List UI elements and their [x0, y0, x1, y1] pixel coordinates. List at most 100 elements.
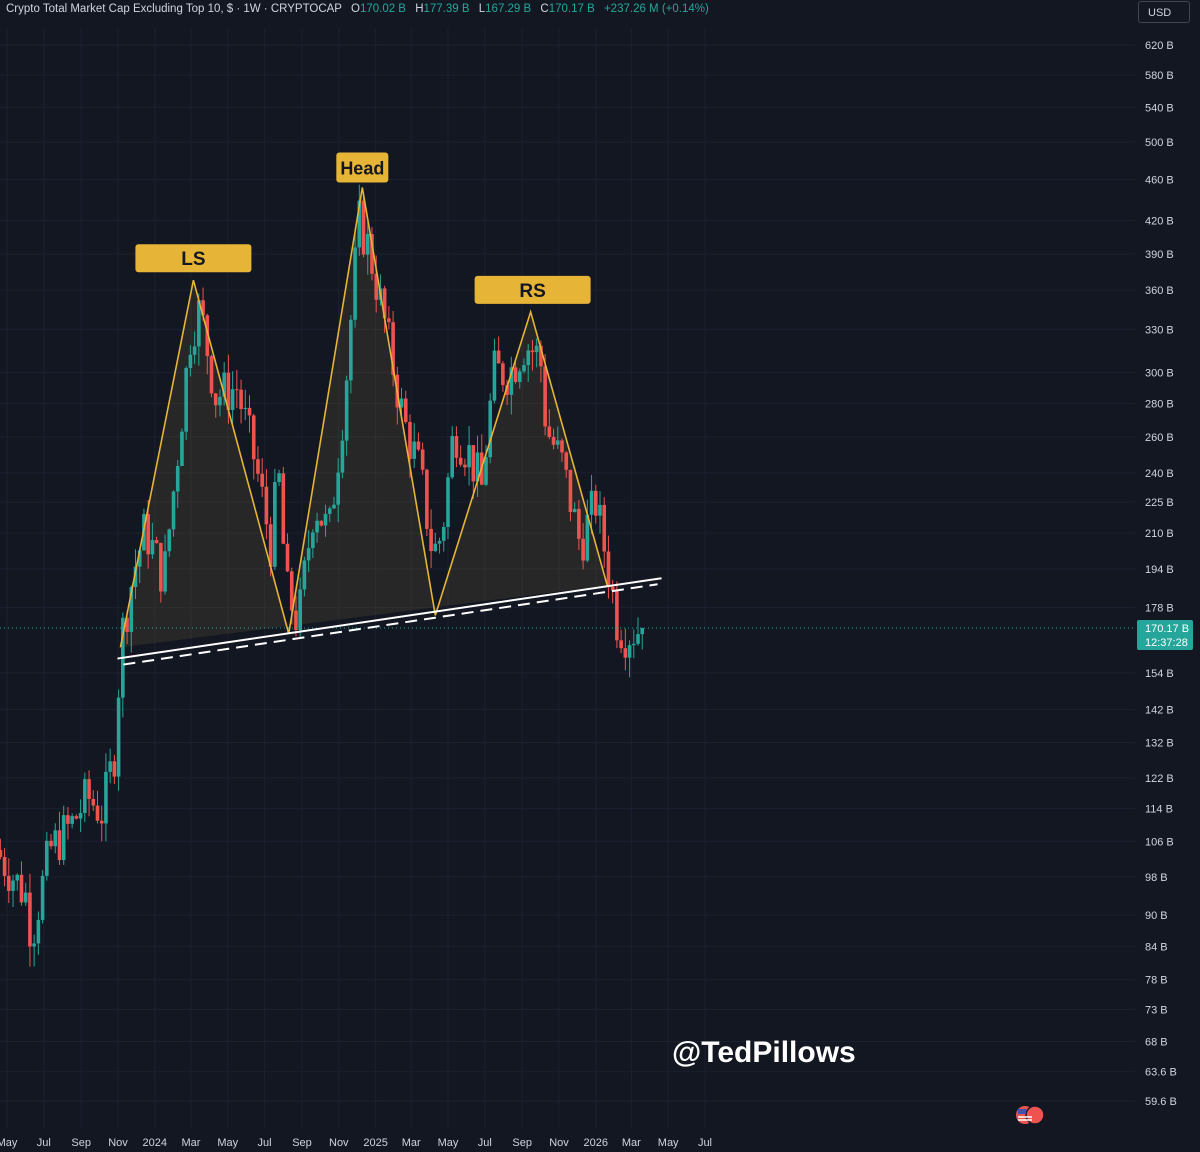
candle-body	[501, 363, 505, 386]
price-tick: 154 B	[1145, 668, 1174, 680]
candle-body	[302, 560, 307, 590]
time-tick: Mar	[182, 1137, 201, 1149]
candle-body	[36, 919, 41, 944]
candle-body	[87, 779, 91, 799]
candle-body	[32, 943, 36, 947]
candle-body	[315, 520, 319, 533]
candle-body	[19, 874, 24, 903]
symbol-title[interactable]: Crypto Total Market Cap Excluding Top 10…	[6, 3, 342, 15]
time-axis[interactable]: May Jul Sep Nov 2024 Mar May Jul Sep Nov 2025 Mar Ma…	[0, 1137, 712, 1149]
candle-body	[505, 385, 509, 395]
candle-body	[226, 372, 231, 410]
price-tick: 225 B	[1145, 497, 1174, 509]
candle-body	[7, 875, 11, 891]
high-key: H	[415, 3, 424, 15]
candle-body	[332, 504, 336, 509]
candle-body	[640, 627, 645, 635]
pattern-label-box	[135, 244, 252, 273]
candle-body	[159, 543, 163, 592]
candle-body	[623, 648, 628, 658]
price-tick: 280 B	[1145, 398, 1174, 410]
candle-body	[560, 440, 564, 453]
chart-grid	[0, 28, 1135, 1128]
candle-body	[627, 645, 632, 658]
pattern-label-ls: LS	[181, 249, 205, 270]
candle-body	[374, 273, 378, 300]
candle-body	[509, 367, 514, 395]
time-tick: 2025	[363, 1137, 387, 1149]
time-tick: Sep	[512, 1137, 532, 1149]
candle-body	[539, 345, 543, 367]
price-tick: 390 B	[1145, 249, 1174, 261]
candle-body	[23, 892, 28, 903]
candle-body	[91, 798, 96, 806]
candle-body	[534, 345, 539, 353]
candle-body	[585, 514, 590, 561]
time-tick: Mar	[622, 1137, 641, 1149]
candle-body	[492, 350, 497, 401]
candle-body	[2, 856, 7, 876]
candle-body	[454, 436, 459, 458]
bar-countdown: 12:37:28	[1145, 637, 1188, 649]
candle-body	[230, 389, 235, 410]
pattern-outline	[119, 187, 609, 648]
last-price-badge	[1137, 620, 1193, 650]
candle-body	[429, 528, 433, 552]
price-tick: 63.6 B	[1145, 1067, 1177, 1079]
time-tick: Sep	[71, 1137, 91, 1149]
price-tick: 194 B	[1145, 564, 1174, 576]
time-tick: May	[438, 1137, 459, 1149]
price-tick: 84 B	[1145, 941, 1168, 953]
candle-body	[433, 543, 438, 552]
candle-body	[78, 813, 83, 819]
candle-body	[420, 449, 425, 470]
neckline	[117, 577, 662, 660]
candle-body	[602, 504, 607, 552]
candle-body	[175, 466, 180, 492]
candle-body	[416, 441, 421, 450]
candle-body	[336, 472, 340, 505]
price-axis[interactable]: 620 B 580 B 540 B 500 B 460 B 420 B 390 B 360 B…	[1145, 40, 1177, 1108]
candle-body	[247, 407, 252, 416]
candle-body	[197, 300, 201, 347]
candle-body	[171, 491, 176, 530]
candle-body	[260, 473, 264, 487]
symbol-header: Crypto Total Market Cap Excluding Top 10…	[6, 3, 709, 15]
candle-body	[450, 436, 455, 478]
candle-body	[273, 482, 277, 567]
time-tick: Jul	[698, 1137, 712, 1149]
pattern-label-box	[474, 275, 591, 304]
candle-body	[285, 543, 290, 572]
candle-body	[311, 532, 315, 549]
candle-body	[192, 346, 197, 355]
time-tick: May	[658, 1137, 679, 1149]
high-value: 177.39 B	[423, 3, 470, 15]
candle-body	[129, 587, 134, 632]
candle-body	[218, 396, 222, 406]
price-tick: 420 B	[1145, 216, 1174, 228]
candle-body	[323, 513, 328, 526]
time-tick: Nov	[549, 1137, 569, 1149]
price-tick: 300 B	[1145, 367, 1174, 379]
candle-body	[125, 617, 129, 632]
candle-body	[256, 459, 260, 474]
price-tick: 240 B	[1145, 468, 1174, 480]
price-tick: 360 B	[1145, 285, 1174, 297]
candle-body	[116, 697, 121, 777]
candle-body	[150, 540, 155, 555]
candle-body	[53, 830, 58, 847]
last-price-label: 170.17 B 12:37:28	[1137, 620, 1193, 650]
price-tick: 540 B	[1145, 102, 1174, 114]
currency-button[interactable]: USD	[1138, 1, 1190, 23]
candle-body	[57, 830, 62, 861]
candle-body	[572, 508, 577, 512]
time-tick: 2026	[584, 1137, 608, 1149]
candle-body	[66, 815, 70, 824]
candle-body	[11, 880, 15, 891]
candle-body	[222, 372, 226, 397]
candle-body	[277, 473, 281, 483]
price-tick: 260 B	[1145, 432, 1174, 444]
author-watermark: @TedPillows	[672, 1036, 856, 1069]
candle-body	[45, 840, 49, 876]
